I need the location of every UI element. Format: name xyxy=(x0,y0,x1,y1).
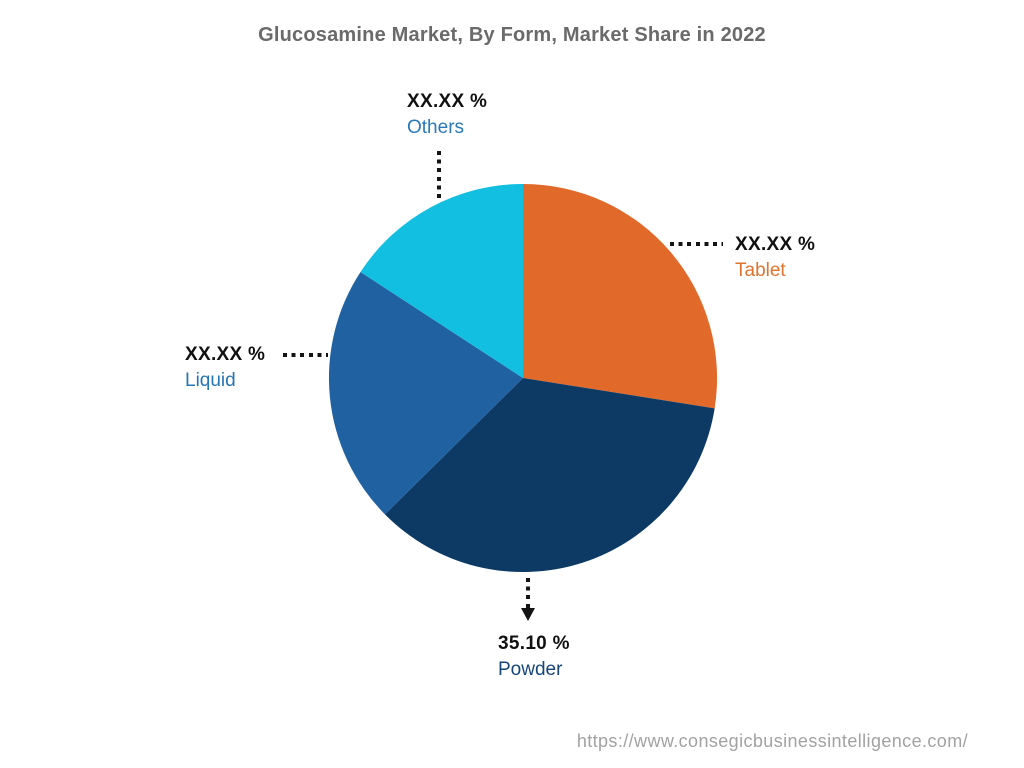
tablet-leader-line xyxy=(670,242,723,246)
callout-liquid: XX.XX % Liquid xyxy=(185,342,265,394)
powder-leader-line xyxy=(526,578,530,609)
tablet-value-label: XX.XX % xyxy=(735,234,816,255)
powder-arrow-icon xyxy=(521,608,535,621)
callout-others: XX.XX % Others xyxy=(407,89,487,141)
chart-title: Glucosamine Market, By Form, Market Shar… xyxy=(258,24,766,46)
liquid-value-label: XX.XX % xyxy=(185,344,266,365)
pie-slice-liquid xyxy=(328,271,523,515)
callout-tablet: XX.XX % Tablet xyxy=(735,232,815,284)
source-url: https://www.consegicbusinessintelligence… xyxy=(576,731,968,751)
pie-slice-others xyxy=(360,183,523,378)
others-value-label: XX.XX % xyxy=(407,91,488,112)
tablet-category-label: Tablet xyxy=(735,260,786,281)
others-category-label: Others xyxy=(407,117,465,138)
others-leader-line xyxy=(437,151,441,198)
callout-powder: 35.10 % Powder xyxy=(498,631,570,683)
liquid-leader-line xyxy=(283,353,328,357)
pie-chart xyxy=(328,183,718,573)
liquid-category-label: Liquid xyxy=(185,370,236,391)
pie-slice-powder xyxy=(384,378,715,573)
pie-slice-tablet xyxy=(523,183,718,409)
powder-category-label: Powder xyxy=(498,659,563,680)
powder-value-label: 35.10 % xyxy=(498,633,570,654)
